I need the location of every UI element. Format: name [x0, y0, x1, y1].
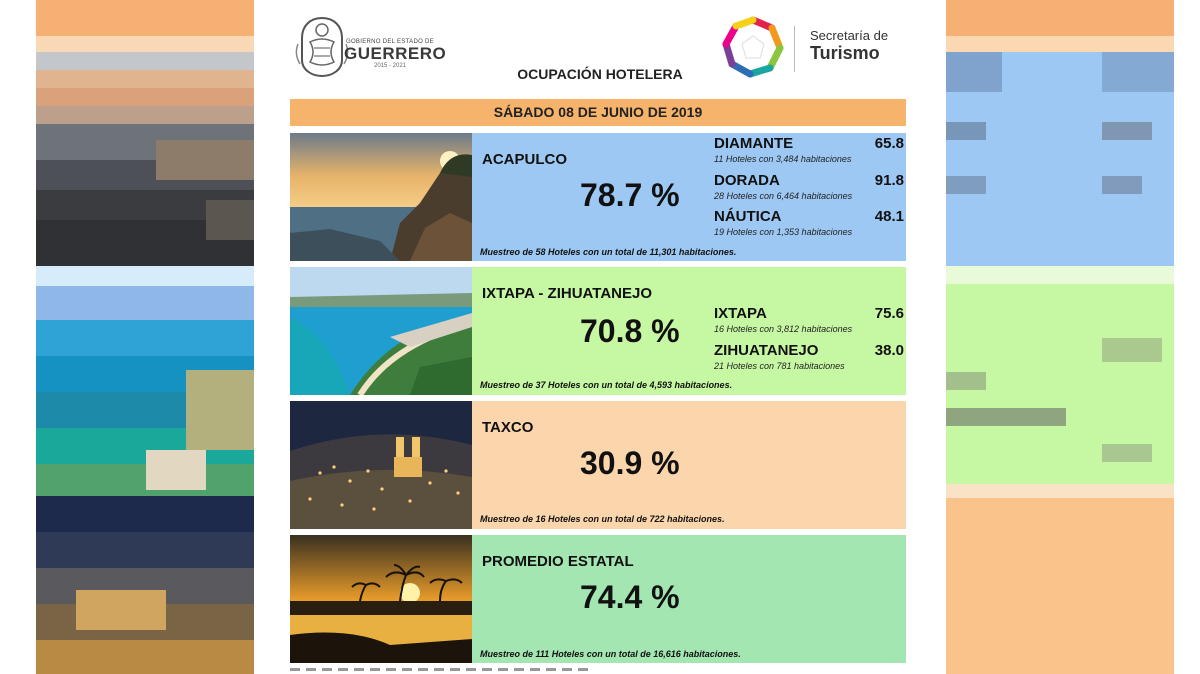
- zone-value: 65.8: [874, 135, 904, 152]
- destination-name: PROMEDIO ESTATAL: [482, 553, 634, 570]
- zone-name: DORADA: [714, 172, 780, 189]
- sample-note: Muestreo de 16 Hoteles con un total de 7…: [480, 514, 725, 524]
- zone-info: 11 Hoteles con 3,484 habitaciones: [714, 154, 852, 164]
- secretaria-label: Secretaría de: [810, 28, 889, 43]
- occupancy-percent: 78.7 %: [580, 177, 680, 213]
- left-blurred-panel: [36, 0, 254, 674]
- occupancy-percent: 30.9 %: [580, 445, 680, 481]
- zone-nautica: NÁUTICA 48.1 19 Hoteles con 1,353 habita…: [714, 208, 904, 242]
- zone-name: DIAMANTE: [714, 135, 794, 152]
- zone-name: IXTAPA: [714, 305, 767, 322]
- occupancy-report: GOBIERNO DEL ESTADO DE GUERRERO 2015 - 2…: [256, 0, 944, 674]
- taxco-photo: [290, 401, 472, 529]
- zone-zihuatanejo: ZIHUATANEJO 38.0 21 Hoteles con 781 habi…: [714, 342, 904, 376]
- zone-ixtapa: IXTAPA 75.6 16 Hoteles con 3,812 habitac…: [714, 305, 904, 339]
- sunset-palms-photo: [290, 535, 472, 663]
- report-title: OCUPACIÓN HOTELERA: [517, 66, 683, 82]
- destination-name: TAXCO: [482, 419, 534, 436]
- zone-dorada: DORADA 91.8 28 Hoteles con 6,464 habitac…: [714, 172, 904, 206]
- zone-value: 75.6: [874, 305, 904, 322]
- zone-value: 91.8: [874, 172, 904, 189]
- report-date: SÁBADO 08 DE JUNIO DE 2019: [290, 99, 906, 126]
- panel-taxco: TAXCO 30.9 % Muestreo de 16 Hoteles con …: [290, 401, 906, 529]
- zone-value: 38.0: [874, 342, 904, 359]
- turismo-logo: [722, 16, 784, 78]
- ixtapa-photo: [290, 267, 472, 395]
- zone-info: 21 Hoteles con 781 habitaciones: [714, 361, 845, 371]
- zone-info: 28 Hoteles con 6,464 habitaciones: [714, 191, 853, 201]
- sample-note: Muestreo de 58 Hoteles con un total de 1…: [480, 247, 737, 257]
- panel-promedio-estatal: PROMEDIO ESTATAL 74.4 % Muestreo de 111 …: [290, 535, 906, 663]
- footer-cut-line: [290, 668, 590, 671]
- zone-value: 48.1: [874, 208, 904, 225]
- panel-ixtapa-zihuatanejo: IXTAPA - ZIHUATANEJO 70.8 % Muestreo de …: [290, 267, 906, 395]
- zone-diamante: DIAMANTE 65.8 11 Hoteles con 3,484 habit…: [714, 135, 904, 169]
- government-years: 2015 - 2021: [374, 63, 407, 69]
- right-blurred-panel: [946, 0, 1174, 674]
- panel-acapulco: ACAPULCO 78.7 % Muestreo de 58 Hoteles c…: [290, 133, 906, 261]
- zone-info: 16 Hoteles con 3,812 habitaciones: [714, 324, 853, 334]
- destination-name: ACAPULCO: [482, 151, 567, 168]
- acapulco-photo: [290, 133, 472, 261]
- occupancy-percent: 74.4 %: [580, 579, 680, 615]
- destination-name: IXTAPA - ZIHUATANEJO: [482, 285, 652, 302]
- sample-note: Muestreo de 111 Hoteles con un total de …: [480, 649, 741, 659]
- guerrero-seal-logo: [295, 16, 349, 78]
- zone-name: ZIHUATANEJO: [714, 342, 819, 359]
- government-label: GOBIERNO DEL ESTADO DE: [346, 39, 434, 45]
- sample-note: Muestreo de 37 Hoteles con un total de 4…: [480, 380, 733, 390]
- state-name: GUERRERO: [344, 44, 447, 63]
- zone-name: NÁUTICA: [714, 208, 782, 225]
- logo-divider: [794, 26, 795, 72]
- occupancy-percent: 70.8 %: [580, 313, 680, 349]
- zone-info: 19 Hoteles con 1,353 habitaciones: [714, 227, 853, 237]
- turismo-label: Turismo: [810, 43, 880, 63]
